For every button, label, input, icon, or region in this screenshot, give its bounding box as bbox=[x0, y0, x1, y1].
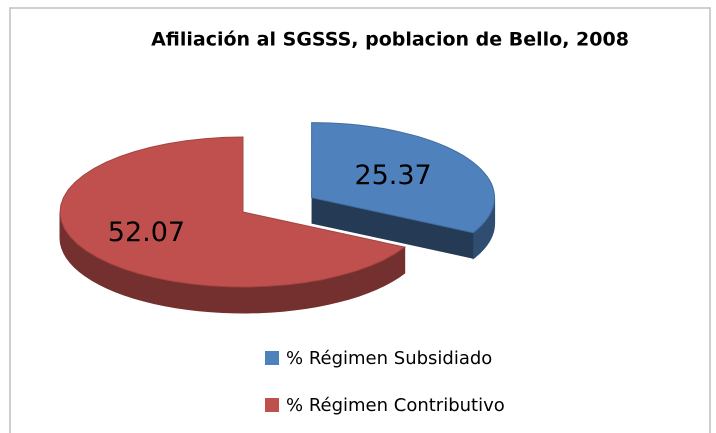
data-label: 25.37 bbox=[354, 160, 431, 191]
slice bbox=[311, 122, 495, 234]
chart-title: Afiliación al SGSSS, poblacion de Bello,… bbox=[151, 29, 629, 51]
slice bbox=[59, 136, 406, 288]
legend-label: % Régimen Subsidiado bbox=[286, 348, 492, 369]
slice-face bbox=[311, 197, 474, 259]
data-label: 52.07 bbox=[108, 217, 185, 248]
legend-swatch bbox=[265, 351, 279, 365]
legend-swatch bbox=[265, 398, 279, 412]
legend-label: % Régimen Contributivo bbox=[286, 395, 505, 416]
